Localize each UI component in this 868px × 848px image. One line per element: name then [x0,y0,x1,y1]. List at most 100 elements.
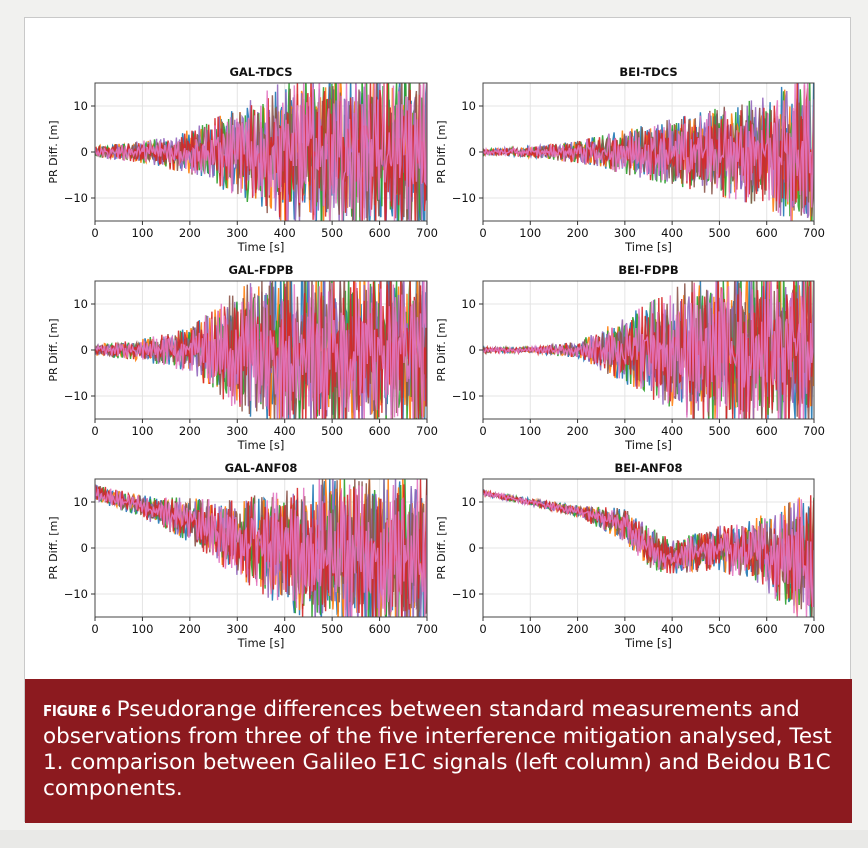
x-tick-label: 500 [708,424,730,438]
x-tick-label: 100 [519,424,541,438]
y-tick-label: 0 [81,343,88,357]
x-tick-label: 300 [226,622,248,636]
x-tick-label: 5C0 [708,622,731,636]
x-tick-label: 200 [567,424,589,438]
data-traces [95,281,427,419]
x-tick-label: 300 [226,226,248,240]
x-tick-label: 200 [179,226,201,240]
x-axis-label: Time [s] [237,438,285,452]
x-axis-label: Time [s] [237,240,285,254]
x-tick-label: 300 [614,622,636,636]
x-tick-label: 100 [519,226,541,240]
x-tick-label: 300 [614,424,636,438]
x-tick-label: 600 [369,226,391,240]
data-traces [95,479,427,617]
x-tick-label: 700 [803,622,825,636]
x-tick-label: 700 [416,424,438,438]
x-tick-label: 0 [479,226,486,240]
y-tick-label: −10 [452,191,476,205]
y-tick-label: 10 [461,99,476,113]
y-axis-label: PR Diff. [m] [47,120,60,183]
subplot-title: BEI-FDPB [618,263,678,277]
data-traces [483,281,814,419]
x-tick-label: 200 [567,622,589,636]
y-tick-label: 0 [81,145,88,159]
y-tick-label: 10 [73,297,88,311]
x-tick-label: 600 [369,622,391,636]
series-trace-6 [483,281,814,419]
x-tick-label: 0 [91,226,98,240]
series-trace-5 [483,490,814,617]
x-axis-label: Time [s] [237,636,285,650]
x-tick-label: 700 [803,226,825,240]
x-tick-label: 400 [661,226,683,240]
x-axis-label: Time [s] [624,438,672,452]
data-traces [95,83,427,221]
x-tick-label: 100 [131,424,153,438]
x-tick-label: 200 [179,622,201,636]
x-tick-label: 600 [756,424,778,438]
x-tick-label: 200 [179,424,201,438]
x-tick-label: 100 [519,622,541,636]
caption-label: FIGURE 6 [43,702,111,720]
subplot-title: GAL-TDCS [229,65,292,79]
y-tick-label: 0 [469,145,476,159]
subplot-title: BEI-ANF08 [614,461,682,475]
x-tick-label: 700 [416,226,438,240]
x-axis-label: Time [s] [624,636,672,650]
x-tick-label: 300 [614,226,636,240]
x-tick-label: 300 [226,424,248,438]
y-tick-label: −10 [64,389,88,403]
x-tick-label: 100 [131,622,153,636]
x-tick-label: 600 [369,424,391,438]
y-axis-label: PR Diff. [m] [435,516,448,579]
y-tick-label: 10 [73,495,88,509]
y-tick-label: 10 [461,495,476,509]
y-tick-label: −10 [64,587,88,601]
caption-text: Pseudorange differences between standard… [43,697,832,801]
y-axis-label: PR Diff. [m] [435,120,448,183]
y-axis-label: PR Diff. [m] [47,318,60,381]
x-tick-label: 0 [91,622,98,636]
y-tick-label: 0 [469,541,476,555]
x-tick-label: 700 [416,622,438,636]
subplot-title: GAL-FDPB [228,263,293,277]
bottom-strip [0,830,868,848]
x-tick-label: 400 [661,622,683,636]
series-trace-6 [483,489,814,607]
x-axis-label: Time [s] [624,240,672,254]
series-trace-7 [483,490,814,617]
x-tick-label: 600 [756,622,778,636]
series-trace-6 [95,281,427,419]
y-axis-label: PR Diff. [m] [435,318,448,381]
subplot-title: BEI-TDCS [619,65,677,79]
x-tick-label: 500 [708,226,730,240]
y-tick-label: −10 [452,389,476,403]
x-tick-label: 400 [661,424,683,438]
series-trace-4 [95,83,427,221]
figure-caption: FIGURE 6 Pseudorange differences between … [25,679,852,823]
data-traces [483,489,814,617]
subplot-title: GAL-ANF08 [225,461,298,475]
y-axis-label: PR Diff. [m] [47,516,60,579]
x-tick-label: 0 [479,424,486,438]
x-tick-label: 600 [756,226,778,240]
data-traces [483,83,814,221]
x-tick-label: 400 [274,226,296,240]
x-tick-label: 0 [479,622,486,636]
series-trace-7 [483,83,814,221]
series-trace-7 [95,83,427,221]
y-tick-label: 10 [73,99,88,113]
y-tick-label: 10 [461,297,476,311]
x-tick-label: 100 [131,226,153,240]
series-trace-7 [95,479,427,617]
x-tick-label: 0 [91,424,98,438]
series-trace-7 [483,281,814,419]
